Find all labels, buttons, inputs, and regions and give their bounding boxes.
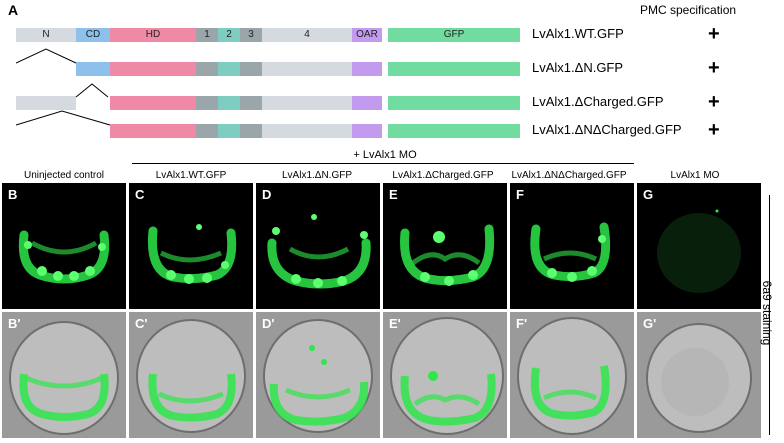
segment-cd <box>76 62 110 76</box>
segment-gfp: GFP <box>388 28 520 42</box>
segment-oar <box>352 124 382 138</box>
image-tile-e-prime: E' <box>383 312 507 438</box>
fluorescence-image <box>657 209 741 293</box>
fluorescence-image <box>18 230 110 284</box>
image-tile-g-prime: G' <box>637 312 761 438</box>
segment-3 <box>240 62 262 76</box>
image-tile-b-prime: B' <box>2 312 126 438</box>
segment-3: 3 <box>240 28 262 42</box>
segment-4 <box>262 96 352 110</box>
segment-4 <box>262 62 352 76</box>
segment-oar: OAR <box>352 28 382 42</box>
panel-letter-c: C <box>135 187 145 202</box>
segment-2 <box>218 62 240 76</box>
segment-n <box>16 96 76 110</box>
construct-name-dn: LvAlx1.ΔN.GFP <box>532 60 624 75</box>
image-tile-e: E <box>383 183 507 309</box>
panel-letter-f: F <box>516 187 524 202</box>
pmc-spec-header: PMC specification <box>640 3 737 17</box>
fluorescence-image <box>530 222 611 282</box>
image-tile-d: D <box>256 183 380 309</box>
fluorescence-image <box>147 224 237 284</box>
construct-name-wt: LvAlx1.WT.GFP <box>532 26 624 41</box>
panel-a-letter: A <box>8 2 19 18</box>
column-header-wt: LvAlx1.WT.GFP <box>155 170 227 181</box>
side-bracket-line <box>769 195 770 435</box>
construct-row-dcharged <box>16 96 520 110</box>
segment-n: N <box>16 28 76 42</box>
panel-letter-e-prime: E' <box>389 316 401 331</box>
panel-letter-f-prime: F' <box>516 316 528 331</box>
segment-1 <box>196 62 218 76</box>
segment-oar <box>352 62 382 76</box>
segment-3 <box>240 124 262 138</box>
segment-1 <box>196 96 218 110</box>
mo-label: + LvAlx1 MO <box>353 149 417 161</box>
segment-1: 1 <box>196 28 218 42</box>
dic-image <box>263 319 373 433</box>
fluorescence-image <box>400 224 495 286</box>
construct-name-dndcharged: LvAlx1.ΔNΔCharged.GFP <box>532 122 682 137</box>
deletion-bracket-n <box>16 48 77 64</box>
segment-hd: HD <box>110 28 196 42</box>
column-header-dcharged: LvAlx1.ΔCharged.GFP <box>392 170 494 181</box>
segment-4: 4 <box>262 28 352 42</box>
segment-hd <box>110 62 196 76</box>
panel-letter-d-prime: D' <box>262 316 275 331</box>
deletion-bracket-n-charged <box>16 110 111 126</box>
segment-1 <box>196 124 218 138</box>
segment-gfp <box>388 96 520 110</box>
side-label-6a9: 6a9 staining <box>760 280 774 346</box>
dic-image <box>517 317 627 435</box>
construct-row-dndcharged <box>16 124 520 138</box>
dic-image <box>390 317 504 435</box>
segment-oar <box>352 96 382 110</box>
deletion-bracket-charged <box>75 83 109 98</box>
construct-name-dcharged: LvAlx1.ΔCharged.GFP <box>532 94 664 109</box>
mo-bracket-line <box>132 163 634 164</box>
segment-4 <box>262 124 352 138</box>
image-tile-f: F <box>510 183 634 309</box>
segment-hd <box>110 96 196 110</box>
segment-3 <box>240 96 262 110</box>
column-header-dn: LvAlx1.ΔN.GFP <box>281 170 353 181</box>
image-tile-d-prime: D' <box>256 312 380 438</box>
pmc-result-dcharged: + <box>708 91 720 113</box>
segment-gfp <box>388 62 520 76</box>
panel-letter-b-prime: B' <box>8 316 21 331</box>
segment-hd <box>110 124 196 138</box>
panel-letter-d: D <box>262 187 272 202</box>
column-header-uninjected: Uninjected control <box>23 170 105 181</box>
image-tile-b: B <box>2 183 126 309</box>
segment-cd: CD <box>76 28 110 42</box>
construct-row-dn <box>16 62 520 76</box>
segment-2 <box>218 124 240 138</box>
dic-image <box>9 321 119 435</box>
segment-gfp <box>388 124 520 138</box>
segment-2: 2 <box>218 28 240 42</box>
image-tile-g: G <box>637 183 761 309</box>
panel-letter-c-prime: C' <box>135 316 148 331</box>
panel-letter-g-prime: G' <box>643 316 657 331</box>
panel-letter-e: E <box>389 187 398 202</box>
dic-image <box>646 323 752 433</box>
pmc-result-wt: + <box>708 23 720 45</box>
panel-letter-g: G <box>643 187 654 202</box>
panel-letter-b: B <box>8 187 18 202</box>
image-tile-f-prime: F' <box>510 312 634 438</box>
pmc-result-dn: + <box>708 57 720 79</box>
segment-2 <box>218 96 240 110</box>
dic-image <box>136 319 246 433</box>
column-header-mo: LvAlx1 MO <box>670 170 720 181</box>
image-tile-c: C <box>129 183 253 309</box>
pmc-result-dndcharged: + <box>708 119 720 141</box>
fluorescence-image <box>267 214 371 289</box>
image-tile-c-prime: C' <box>129 312 253 438</box>
column-header-dndcharged: LvAlx1.ΔNΔCharged.GFP <box>511 170 627 181</box>
construct-row-wt: N CD HD 1 2 3 4 OAR GFP <box>16 28 520 42</box>
